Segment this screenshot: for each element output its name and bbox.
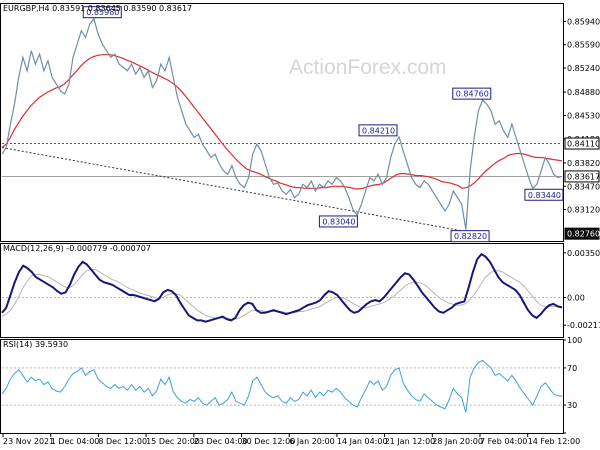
time-tick-label: 21 Jan 12:00	[385, 437, 436, 446]
time-tick-label: 23 Dec 04:00	[194, 437, 248, 446]
time-tick-label: 23 Nov 2021	[3, 437, 54, 446]
annotation-box	[452, 87, 492, 100]
time-tick-label: 14 Feb 12:00	[528, 437, 580, 446]
resistance-label-box	[564, 137, 600, 150]
support-label-box	[564, 227, 600, 240]
time-tick-label: 8 Dec 12:00	[98, 437, 147, 446]
annotation-label: 0.83440	[528, 191, 561, 200]
time-tick-label: 30 Dec 12:00	[242, 437, 296, 446]
time-tick-label: 6 Jan 20:00	[289, 437, 335, 446]
time-tick-label: 15 Dec 20:00	[146, 437, 200, 446]
macd-tick-label: 0.003509	[567, 249, 600, 258]
annotation-label: 0.82820	[454, 232, 487, 241]
macd-tick-label: 0.00	[567, 294, 585, 303]
macd-line	[1, 252, 563, 323]
price-tick-label: 0.83120	[567, 206, 600, 215]
rsi-line	[1, 359, 563, 413]
macd-axis: 0.003509 0.00 -0.002176	[563, 249, 600, 330]
rsi-panel-frame	[0, 339, 564, 434]
watermark: ActionForex.com	[289, 56, 447, 79]
annotation-box	[524, 188, 564, 201]
price-tick-label: 0.85940	[567, 17, 600, 26]
macd-tick-label: -0.002176	[567, 321, 600, 330]
annotation-box	[318, 215, 358, 228]
current-price-label: 0.83617	[567, 172, 600, 181]
rsi-tick-label: 30	[567, 401, 577, 410]
rsi-tick-label: 70	[567, 364, 577, 373]
macd-plot	[1, 252, 563, 323]
price-panel-title: EURGBP,H4 0.83591 0.83645 0.83590 0.8361…	[3, 4, 193, 13]
annotation-label: 0.84760	[456, 90, 489, 99]
trendline	[1, 147, 471, 233]
price-tick-label: 0.84880	[567, 88, 600, 97]
rsi-panel-title: RSI(14) 39.5930	[3, 340, 69, 349]
moving-average-line	[1, 54, 563, 190]
annotation-box	[450, 230, 490, 243]
rsi-plot	[1, 359, 563, 413]
macd-panel-frame	[0, 243, 564, 338]
price-tick-label: 0.84530	[567, 111, 600, 120]
annotation-box	[82, 6, 122, 19]
price-tick-label: 0.83470	[567, 182, 600, 191]
rsi-axis: 100 70 30	[563, 336, 582, 434]
time-tick-label: 14 Jan 04:00	[337, 437, 388, 446]
resistance-label: 0.84110	[567, 140, 600, 149]
annotation-label: 0.85980	[86, 8, 119, 17]
time-tick-label: 1 Dec 04:00	[51, 437, 100, 446]
price-tick-label: 0.85240	[567, 64, 600, 73]
price-axis: 0.85940 0.85590 0.85240 0.84880 0.84530 0.841…	[563, 17, 600, 240]
support-label: 0.82760	[567, 230, 600, 239]
price-line	[1, 17, 563, 230]
annotation-box	[358, 124, 398, 137]
price-tick-label: 0.85590	[567, 41, 600, 50]
rsi-tick-label: 100	[567, 336, 582, 345]
annotation-label: 0.83040	[322, 217, 355, 226]
price-plot: 0.85980 0.83040 0.84210 0.82820 0.84760 0.834…	[1, 6, 564, 243]
time-tick-label: 28 Jan 20:00	[432, 437, 483, 446]
current-price-label-box	[564, 170, 600, 183]
macd-signal-line	[1, 269, 563, 320]
annotation-label: 0.84210	[362, 126, 395, 135]
time-tick-label: 7 Feb 04:00	[480, 437, 527, 446]
price-tick-label: 0.83820	[567, 159, 600, 168]
macd-panel-title: MACD(12,26,9) -0.000779 -0.000707	[3, 244, 151, 253]
price-panel-frame	[0, 3, 564, 242]
